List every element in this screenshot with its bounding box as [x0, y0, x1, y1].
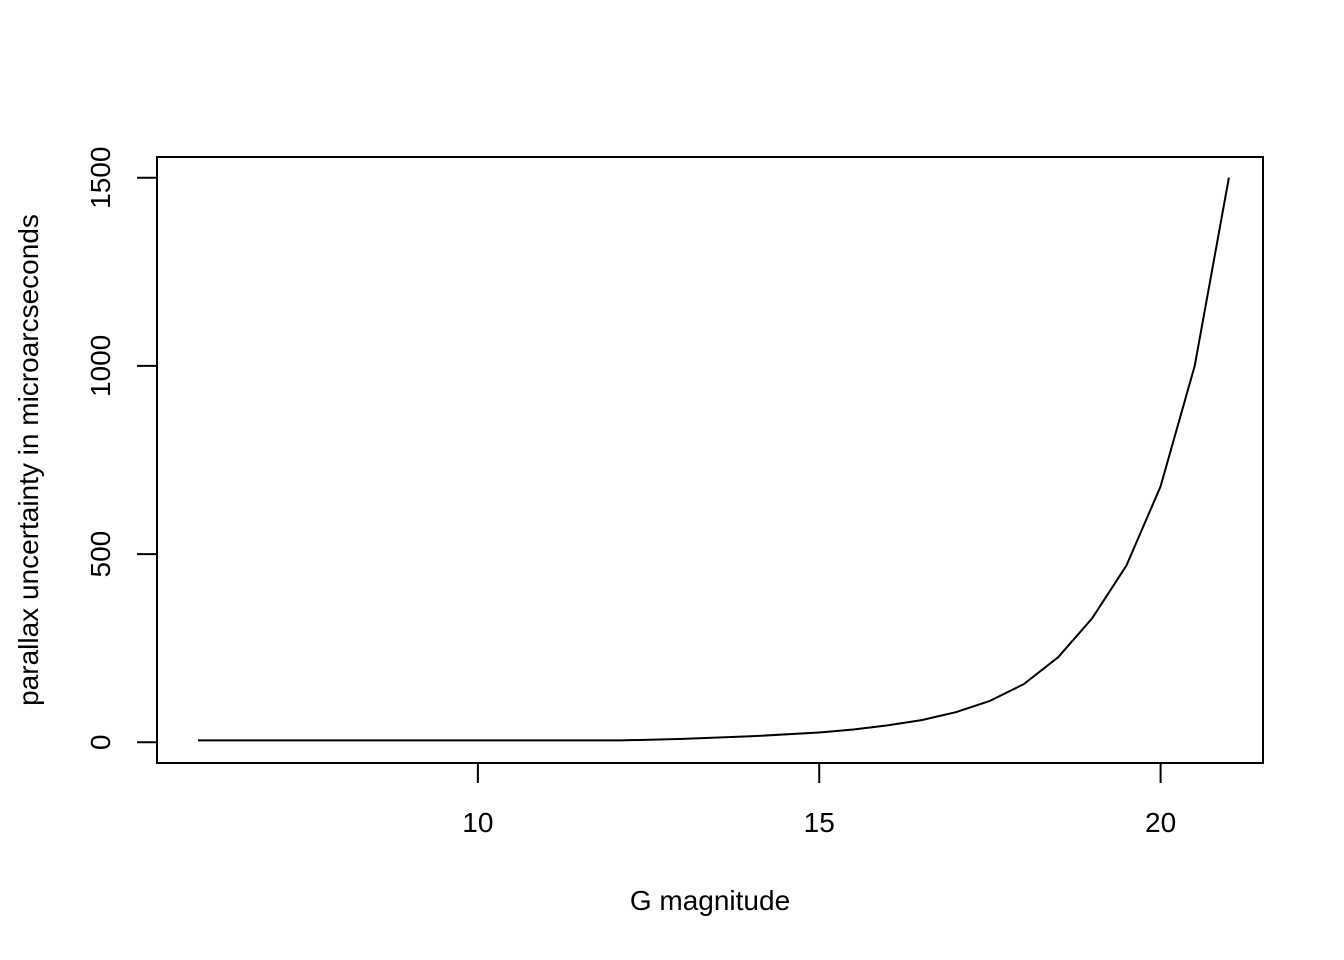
plot-area	[157, 157, 1263, 763]
plot-frame	[157, 157, 1263, 763]
x-axis-label: G magnitude	[630, 885, 790, 916]
y-tick-label: 1500	[85, 147, 116, 209]
y-tick-label: 1000	[85, 335, 116, 397]
series-line	[198, 178, 1229, 741]
y-axis-label: parallax uncertainty in microarcseconds	[13, 214, 44, 706]
y-tick-label: 500	[85, 531, 116, 578]
x-tick-label: 15	[804, 807, 835, 838]
series-layer	[198, 178, 1229, 741]
y-axis: 0 500 1000 1500	[85, 147, 157, 751]
x-tick-label: 10	[462, 807, 493, 838]
x-axis: 10 15 20	[462, 763, 1176, 838]
x-tick-label: 20	[1145, 807, 1176, 838]
y-tick-label: 0	[85, 735, 116, 751]
